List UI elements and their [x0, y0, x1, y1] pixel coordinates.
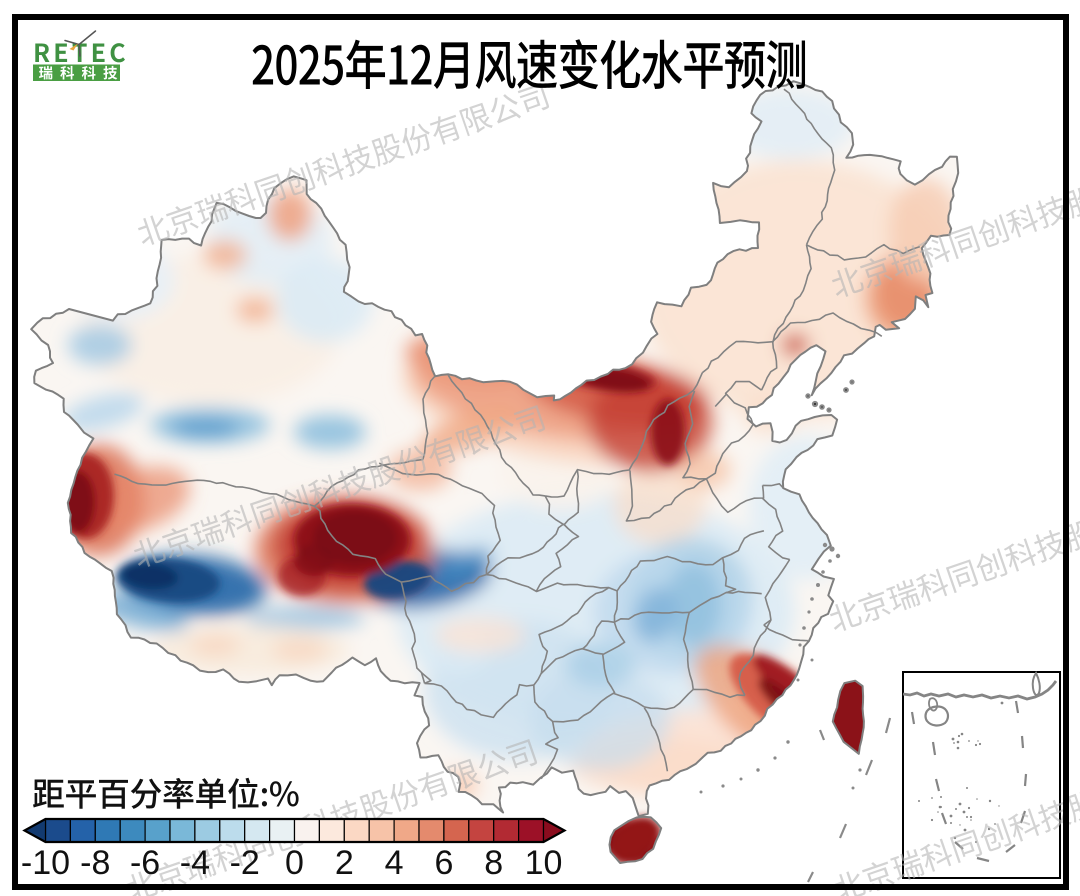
- svg-text:-4: -4: [180, 844, 210, 882]
- svg-text:-6: -6: [130, 844, 160, 882]
- svg-text:8: 8: [484, 844, 503, 882]
- svg-text:-2: -2: [230, 844, 260, 882]
- svg-text:0: 0: [285, 844, 304, 882]
- svg-text:-8: -8: [80, 844, 110, 882]
- svg-text:-10: -10: [21, 844, 70, 882]
- svg-text:4: 4: [385, 844, 404, 882]
- svg-text:10: 10: [525, 844, 563, 882]
- svg-text:2: 2: [335, 844, 354, 882]
- svg-text:6: 6: [434, 844, 453, 882]
